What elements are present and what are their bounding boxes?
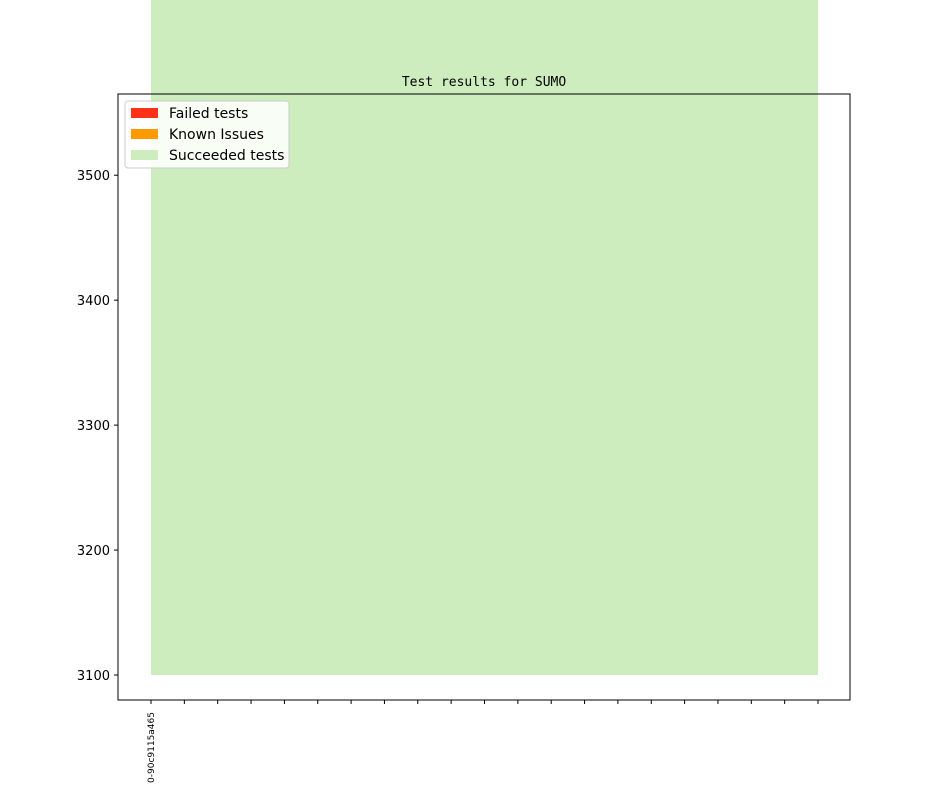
legend-swatch-succeeded-tests xyxy=(131,150,158,160)
x-tick-label: 0-90c9115a465 xyxy=(147,712,157,783)
y-tick-label: 3200 xyxy=(77,544,110,559)
x-axis: 0-90c9115a465 xyxy=(147,700,819,783)
y-axis: 3100 3200 3300 3400 3500 xyxy=(77,169,118,684)
y-tick-label: 3400 xyxy=(77,294,110,309)
y-tick-label: 3100 xyxy=(77,669,110,684)
legend-swatch-failed-tests xyxy=(131,108,158,118)
legend-label-succeeded-tests: Succeeded tests xyxy=(169,148,284,164)
legend-label-known-issues: Known Issues xyxy=(169,127,264,143)
y-tick-label: 3300 xyxy=(77,419,110,434)
chart-title: Test results for SUMO xyxy=(402,75,567,90)
legend: Failed tests Known Issues Succeeded tests xyxy=(124,100,290,169)
area-series-layer xyxy=(151,0,818,676)
area-succeeded-tests xyxy=(151,0,818,676)
legend-box xyxy=(124,100,290,169)
legend-label-failed-tests: Failed tests xyxy=(169,106,248,122)
y-tick-label: 3500 xyxy=(77,169,110,184)
legend-swatch-known-issues xyxy=(131,129,158,139)
